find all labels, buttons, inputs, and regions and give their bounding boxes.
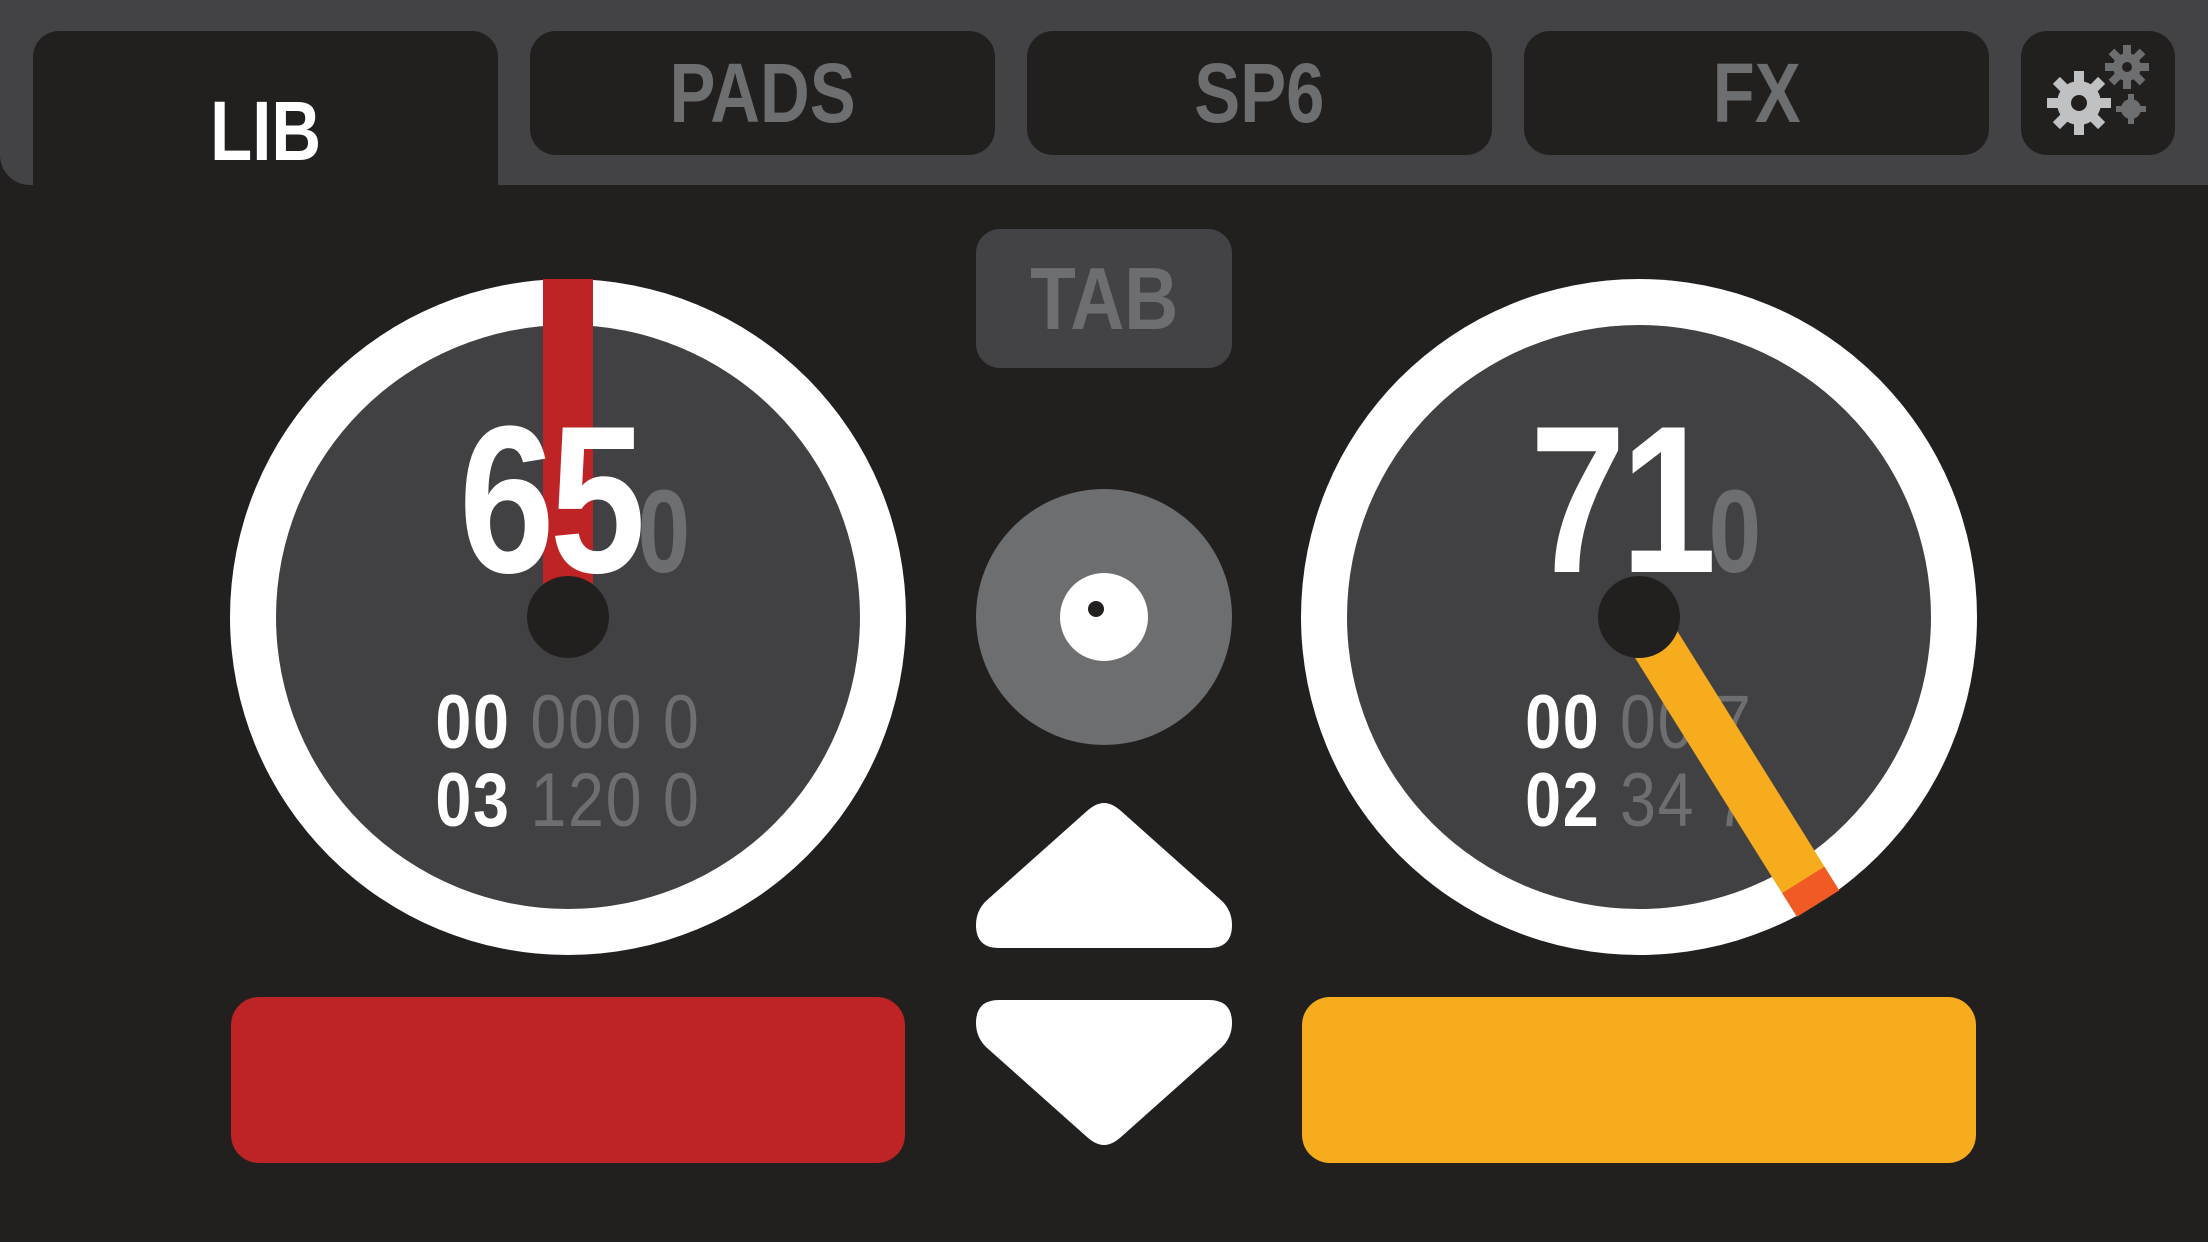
- deck-right-platter[interactable]: 710 00 00 7 02 34 7: [1301, 279, 1977, 955]
- platter-hub: [527, 576, 609, 658]
- browse-button[interactable]: [976, 489, 1232, 745]
- deck-right-time-elapsed: 00 00 7: [1525, 680, 1751, 765]
- platter-hub: [1598, 576, 1680, 658]
- settings-button[interactable]: [2021, 31, 2175, 155]
- tab-fx[interactable]: FX: [1524, 31, 1989, 155]
- tab-button-label: TAB: [1029, 248, 1179, 348]
- tab-label: LIB: [210, 83, 321, 178]
- deck-right-play-button[interactable]: [1302, 997, 1976, 1163]
- tab-label: FX: [1712, 45, 1801, 140]
- deck-left-needle: [543, 279, 593, 617]
- disc-icon: [1060, 573, 1148, 661]
- deck-left-time-elapsed: 00 000 0: [435, 680, 701, 765]
- tab-sp6[interactable]: SP6: [1027, 31, 1492, 155]
- tab-label: PADS: [669, 45, 856, 140]
- tab-label: SP6: [1194, 45, 1325, 140]
- deck-right-time-remaining: 02 34 7: [1525, 758, 1751, 843]
- arrow-up-icon[interactable]: [976, 803, 1232, 948]
- tab-pads[interactable]: PADS: [530, 31, 995, 155]
- deck-left-platter[interactable]: 650 00 000 0 03 120 0: [230, 279, 906, 955]
- gears-icon: [2047, 45, 2149, 135]
- deck-left-play-button[interactable]: [231, 997, 905, 1163]
- tab-button[interactable]: TAB: [976, 229, 1232, 368]
- arrow-down-icon[interactable]: [976, 1000, 1232, 1145]
- deck-left-time-remaining: 03 120 0: [435, 758, 701, 843]
- tab-lib[interactable]: LIB: [33, 31, 498, 231]
